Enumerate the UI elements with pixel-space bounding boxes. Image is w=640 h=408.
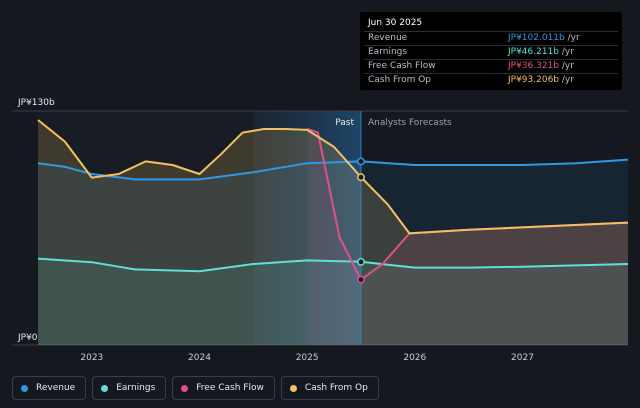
x-tick-label-2024: 2024 <box>188 353 211 363</box>
legend-label: Free Cash Flow <box>196 383 264 393</box>
tooltip-value: JP¥102.011b /yr <box>508 33 580 43</box>
x-tick-label-2025: 2025 <box>296 353 319 363</box>
legend-dot-icon <box>21 384 28 392</box>
tooltip-label: Cash From Op <box>368 75 432 85</box>
x-tick-label-2023: 2023 <box>80 353 103 363</box>
legend-dot-icon <box>289 384 297 392</box>
tooltip-label: Earnings <box>368 47 408 57</box>
tooltip-value: JP¥36.321b /yr <box>508 61 574 71</box>
legend-label: Revenue <box>36 383 76 393</box>
marker-earnings <box>357 257 365 266</box>
legend-item-earnings[interactable]: Earnings <box>92 376 167 400</box>
legend-label: Cash From Op <box>304 383 368 393</box>
x-tick-label-2026: 2026 <box>403 353 426 363</box>
x-tick-label-2027: 2027 <box>511 353 534 363</box>
tooltip-row-fcf: Free Cash Flow JP¥36.321b /yr <box>364 59 618 73</box>
tooltip-label: Revenue <box>368 33 408 43</box>
y-axis-bottom-label: JP¥0 <box>17 333 38 343</box>
tooltip: Jun 30 2025 Revenue JP¥102.011b /yr Earn… <box>360 12 622 90</box>
area-revenue <box>38 159 628 345</box>
area-earnings <box>38 258 628 345</box>
tooltip-value: JP¥93.206b /yr <box>508 75 574 85</box>
marker-cash-from-op <box>357 173 365 182</box>
highlight-region <box>253 111 361 345</box>
area-free-cash-flow <box>307 129 628 345</box>
tooltip-row-earnings: Earnings JP¥46.211b /yr <box>364 45 618 59</box>
legend: Revenue Earnings Free Cash Flow Cash Fro… <box>12 376 379 400</box>
tooltip-date: Jun 30 2025 <box>368 18 423 28</box>
past-label: Past <box>335 118 354 128</box>
marker-free-cash-flow <box>357 275 365 284</box>
legend-dot-icon <box>181 384 189 392</box>
tooltip-row-revenue: Revenue JP¥102.011b /yr <box>364 31 618 45</box>
tooltip-row-cfo: Cash From Op JP¥93.206b /yr <box>364 73 618 87</box>
y-axis-top-label: JP¥130b <box>17 98 55 108</box>
legend-dot-icon <box>101 384 109 392</box>
tooltip-value: JP¥46.211b /yr <box>508 47 574 57</box>
legend-item-free-cash-flow[interactable]: Free Cash Flow <box>172 376 275 400</box>
tooltip-label: Free Cash Flow <box>368 61 436 71</box>
forecast-label: Analysts Forecasts <box>368 118 452 128</box>
area-cash-from-op <box>38 120 628 345</box>
series-line-revenue <box>37 158 629 181</box>
legend-label: Earnings <box>116 383 156 393</box>
marker-revenue <box>357 157 365 166</box>
legend-item-cash-from-op[interactable]: Cash From Op <box>280 376 379 400</box>
series-line-earnings <box>37 257 629 273</box>
legend-item-revenue[interactable]: Revenue <box>12 376 87 400</box>
series-line-cash-from-op <box>37 119 629 235</box>
